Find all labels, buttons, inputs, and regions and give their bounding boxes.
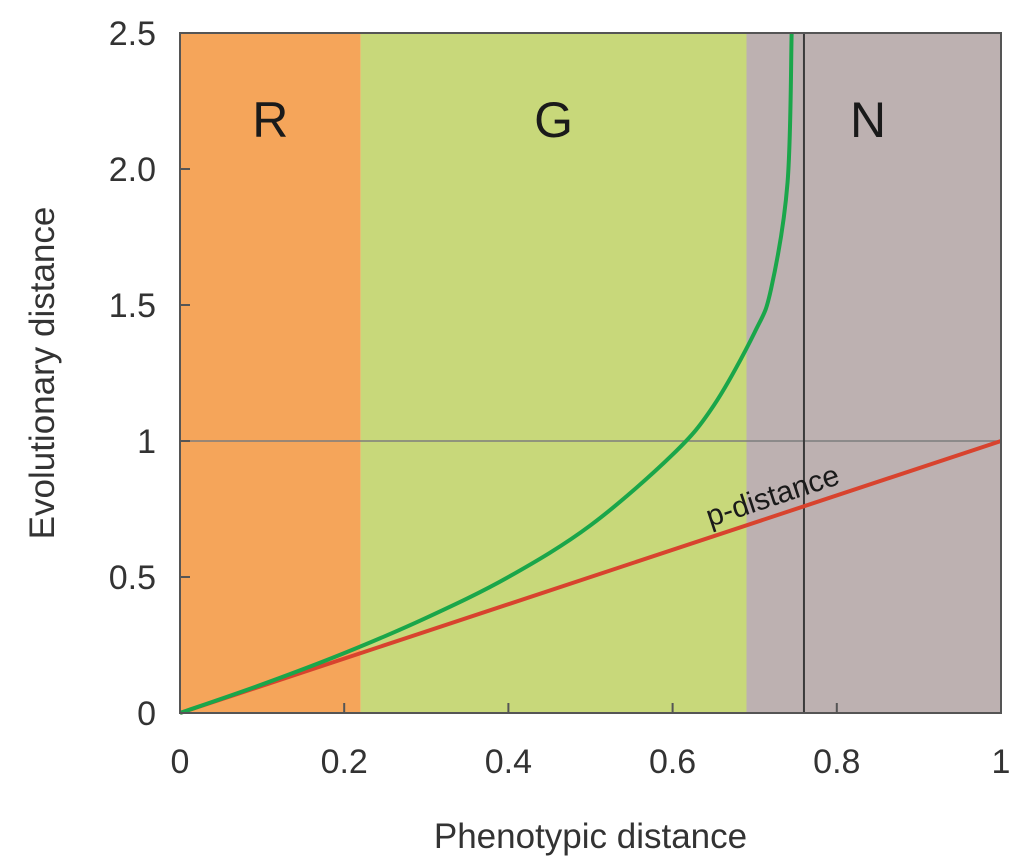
region-label-r: R [252,92,288,148]
reference-lines [180,33,1001,713]
y-axis-ticks: 0 0.5 1 1.5 2.0 2.5 [109,15,190,733]
region-r [180,33,361,713]
x-tick-label: 0 [171,743,190,781]
evolutionary-distance-curve [179,32,794,715]
region-label-g: G [534,92,573,148]
x-tick-label: 0.2 [321,743,368,781]
x-tick-label: 0.4 [485,743,532,781]
data-series [179,32,1002,715]
region-g [360,33,747,713]
p-distance-line [179,439,1002,715]
region-label-n: N [850,92,886,148]
x-axis-ticks: 0 0.2 0.4 0.6 0.8 1 [171,703,1011,781]
y-tick-label: 2.0 [109,151,156,189]
y-tick-label: 2.5 [109,15,156,53]
x-tick-label: 1 [992,743,1011,781]
y-axis-title: Evolutionary distance [23,207,62,540]
x-tick-label: 0.6 [649,743,696,781]
y-tick-label: 0.5 [109,559,156,597]
plot-frame [179,32,1002,714]
y-tick-label: 1 [137,423,156,461]
y-tick-label: 0 [137,695,156,733]
x-tick-label: 0.8 [813,743,860,781]
x-axis-title: Phenotypic distance [434,817,747,856]
y-tick-label: 1.5 [109,287,156,325]
